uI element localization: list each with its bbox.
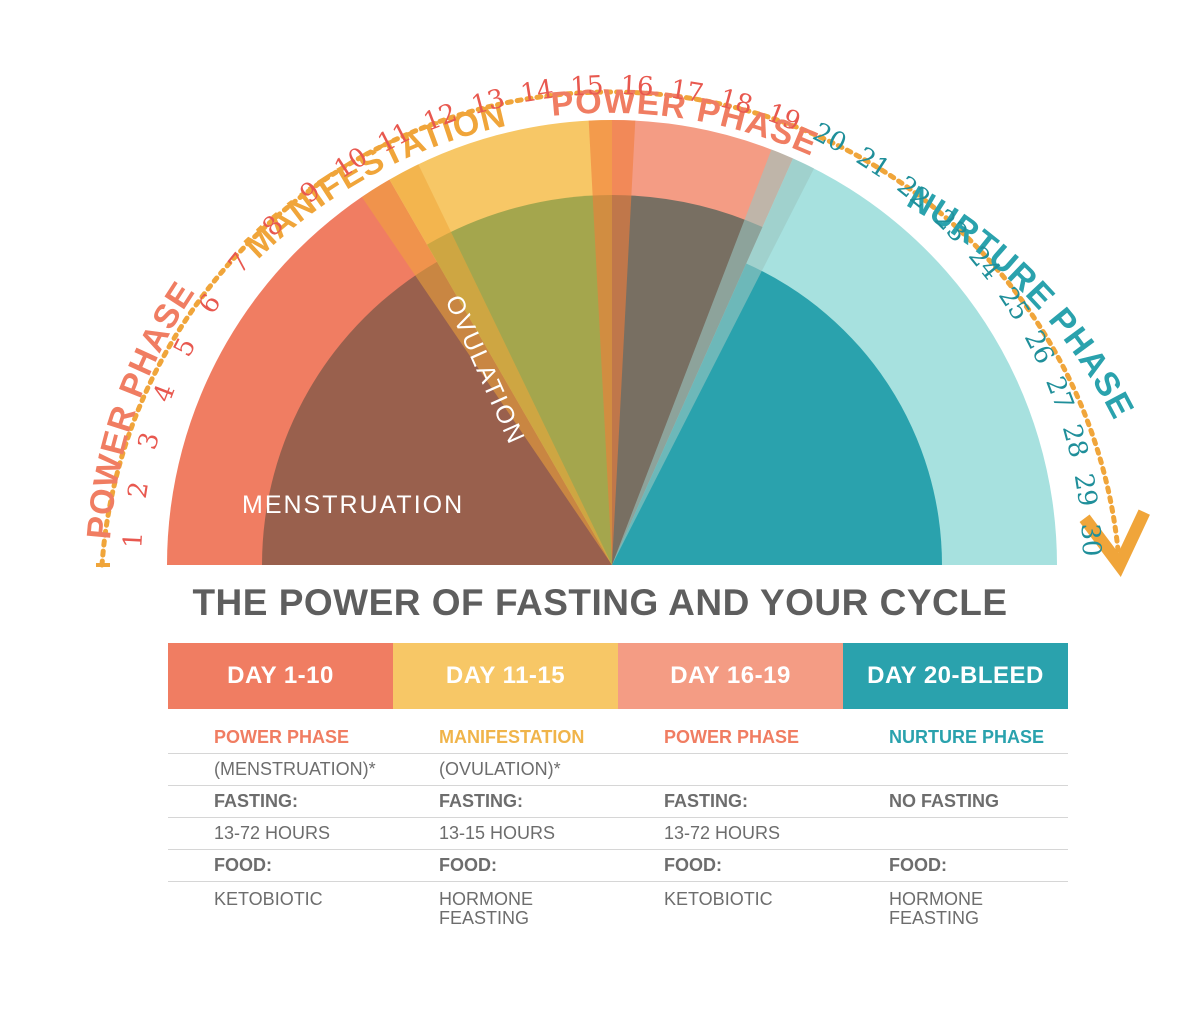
food-value: HORMONE FEASTING	[843, 882, 1068, 928]
food-label: FOOD:	[168, 850, 393, 881]
phase-name: MANIFESTATION	[393, 722, 618, 753]
subphase-row: (MENSTRUATION)* (OVULATION)*	[168, 754, 1068, 786]
day-number: 5	[168, 333, 202, 361]
food-value-row: KETOBIOTIC HORMONE FEASTING KETOBIOTIC H…	[168, 882, 1068, 928]
day-number: 20	[808, 117, 851, 159]
phase-row: POWER PHASE MANIFESTATION POWER PHASE NU…	[168, 722, 1068, 754]
phase-name: NURTURE PHASE	[843, 722, 1068, 753]
fasting-value: 13-15 HOURS	[393, 818, 618, 849]
food-value: HORMONE FEASTING	[393, 882, 618, 928]
fasting-value-row: 13-72 HOURS 13-15 HOURS 13-72 HOURS	[168, 818, 1068, 850]
day-number: 1	[118, 531, 149, 549]
header-day-16-19: DAY 16-19	[618, 643, 843, 709]
fasting-label: FASTING:	[393, 786, 618, 817]
header-day-11-15: DAY 11-15	[393, 643, 618, 709]
fasting-value: 13-72 HOURS	[618, 818, 843, 849]
phase-name: POWER PHASE	[168, 722, 393, 753]
day-number: 14	[518, 74, 555, 109]
food-label: FOOD:	[393, 850, 618, 881]
day-number: 29	[1068, 471, 1103, 508]
day-number: 21	[851, 142, 895, 185]
food-label-row: FOOD: FOOD: FOOD: FOOD:	[168, 850, 1068, 882]
subphase	[843, 754, 1068, 785]
food-value: KETOBIOTIC	[168, 882, 393, 928]
day-header-row: DAY 1-10 DAY 11-15 DAY 16-19 DAY 20-BLEE…	[168, 643, 1068, 709]
food-label: FOOD:	[618, 850, 843, 881]
fasting-value: 13-72 HOURS	[168, 818, 393, 849]
day-number: 30	[1074, 523, 1106, 558]
food-label: FOOD:	[843, 850, 1068, 881]
header-day-1-10: DAY 1-10	[168, 643, 393, 709]
day-number: 15	[570, 71, 605, 103]
fasting-value	[843, 818, 1068, 849]
day-number: 28	[1056, 421, 1094, 461]
day-number: 16	[620, 71, 655, 103]
day-number: 27	[1039, 373, 1079, 415]
day-number: 17	[668, 74, 705, 109]
fasting-label: NO FASTING	[843, 786, 1068, 817]
header-day-20-bleed: DAY 20-BLEED	[843, 643, 1068, 709]
day-number: 6	[193, 289, 227, 319]
food-value: KETOBIOTIC	[618, 882, 843, 928]
cycle-diagram: POWER PHASE MANIFESTATION POWER PHASE NU…	[0, 0, 1200, 580]
subphase: (MENSTRUATION)*	[168, 754, 393, 785]
subphase: (OVULATION)*	[393, 754, 618, 785]
day-number: 2	[123, 480, 155, 501]
subphase	[618, 754, 843, 785]
day-number: 3	[133, 429, 166, 453]
menstruation-label: MENSTRUATION	[242, 491, 464, 519]
info-table: POWER PHASE MANIFESTATION POWER PHASE NU…	[168, 722, 1068, 928]
fasting-label-row: FASTING: FASTING: FASTING: NO FASTING	[168, 786, 1068, 818]
fasting-label: FASTING:	[168, 786, 393, 817]
day-number: 4	[148, 380, 182, 406]
fasting-label: FASTING:	[618, 786, 843, 817]
page-title: THE POWER OF FASTING AND YOUR CYCLE	[0, 582, 1200, 624]
phase-name: POWER PHASE	[618, 722, 843, 753]
